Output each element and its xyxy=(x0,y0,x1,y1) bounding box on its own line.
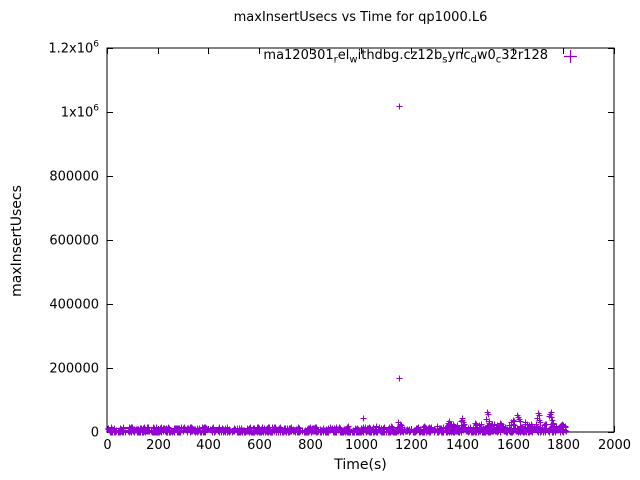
svg-text:800000: 800000 xyxy=(49,170,99,185)
svg-text:400: 400 xyxy=(196,438,221,453)
svg-text:1x106: 1x106 xyxy=(61,104,100,121)
svg-text:1800: 1800 xyxy=(547,438,580,453)
chart-title: maxInsertUsecs vs Time for qp1000.L6 xyxy=(233,10,488,25)
svg-text:1600: 1600 xyxy=(497,438,530,453)
svg-text:200: 200 xyxy=(146,438,171,453)
svg-text:1.2x106: 1.2x106 xyxy=(48,40,99,57)
svg-text:600: 600 xyxy=(247,438,272,453)
svg-text:1200: 1200 xyxy=(395,438,428,453)
x-axis-label: Time(s) xyxy=(334,457,387,473)
svg-text:1000: 1000 xyxy=(345,438,378,453)
legend-marker-icon xyxy=(563,49,578,64)
svg-text:800: 800 xyxy=(298,438,323,453)
svg-text:400000: 400000 xyxy=(49,298,99,313)
svg-text:2000: 2000 xyxy=(598,438,631,453)
svg-text:1400: 1400 xyxy=(446,438,479,453)
svg-text:0: 0 xyxy=(103,438,111,453)
svg-text:600000: 600000 xyxy=(49,234,99,249)
svg-text:0: 0 xyxy=(91,426,99,441)
svg-text:200000: 200000 xyxy=(49,362,99,377)
legend-series-label: ma120301relwithdbg.cz12bsyncdw0c32r128 xyxy=(263,48,548,66)
